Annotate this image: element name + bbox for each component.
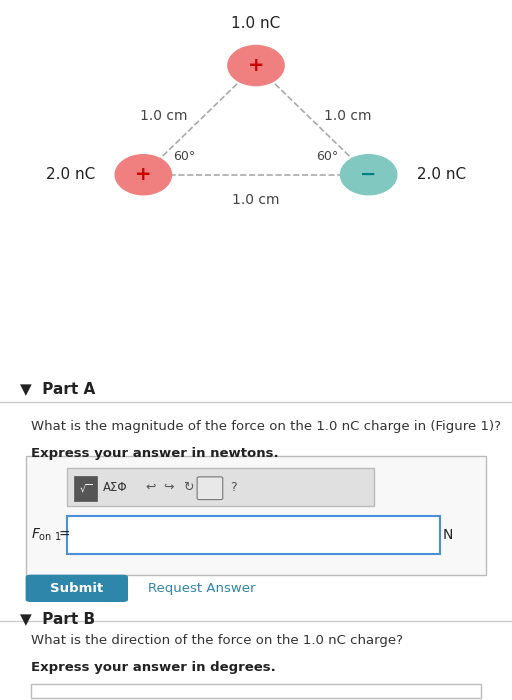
Text: 1.0 cm: 1.0 cm bbox=[232, 193, 280, 207]
Text: What is the magnitude of the force on the 1.0 nC charge in (Figure 1)?: What is the magnitude of the force on th… bbox=[31, 420, 501, 433]
Text: +: + bbox=[248, 56, 264, 75]
Text: Submit: Submit bbox=[50, 582, 103, 595]
Text: ▼  Part A: ▼ Part A bbox=[20, 382, 96, 396]
Text: 1.0 cm: 1.0 cm bbox=[325, 109, 372, 123]
Text: +: + bbox=[135, 165, 152, 184]
Text: 2.0 nC: 2.0 nC bbox=[412, 167, 466, 182]
Text: 60°: 60° bbox=[173, 150, 196, 163]
Text: N: N bbox=[443, 528, 453, 542]
Text: 2.0 nC: 2.0 nC bbox=[46, 167, 100, 182]
Circle shape bbox=[228, 46, 284, 85]
FancyBboxPatch shape bbox=[197, 477, 223, 500]
Text: ↩: ↩ bbox=[146, 481, 156, 493]
FancyBboxPatch shape bbox=[67, 468, 374, 507]
Text: $F_{\rm on\ 1}$: $F_{\rm on\ 1}$ bbox=[31, 526, 61, 543]
FancyBboxPatch shape bbox=[31, 684, 481, 698]
Circle shape bbox=[340, 155, 397, 195]
Text: What is the direction of the force on the 1.0 nC charge?: What is the direction of the force on th… bbox=[31, 634, 403, 648]
FancyBboxPatch shape bbox=[67, 515, 440, 554]
Text: 60°: 60° bbox=[316, 150, 339, 163]
Text: 1.0 cm: 1.0 cm bbox=[140, 109, 187, 123]
Text: ?: ? bbox=[230, 481, 236, 493]
Text: Express your answer in degrees.: Express your answer in degrees. bbox=[31, 662, 275, 674]
Text: ↻: ↻ bbox=[183, 481, 194, 493]
Text: $\sqrt{\ }$: $\sqrt{\ }$ bbox=[79, 482, 93, 494]
Text: Express your answer in newtons.: Express your answer in newtons. bbox=[31, 447, 279, 461]
FancyBboxPatch shape bbox=[26, 575, 128, 602]
Text: −: − bbox=[360, 165, 377, 184]
FancyBboxPatch shape bbox=[26, 456, 486, 575]
Circle shape bbox=[115, 155, 172, 195]
Text: 1.0 nC: 1.0 nC bbox=[231, 16, 281, 31]
Text: =: = bbox=[59, 528, 71, 542]
Text: ↪: ↪ bbox=[164, 481, 174, 493]
Text: ▼  Part B: ▼ Part B bbox=[20, 611, 96, 626]
Text: Request Answer: Request Answer bbox=[148, 582, 256, 595]
Text: AΣΦ: AΣΦ bbox=[103, 481, 127, 493]
FancyBboxPatch shape bbox=[74, 476, 97, 500]
